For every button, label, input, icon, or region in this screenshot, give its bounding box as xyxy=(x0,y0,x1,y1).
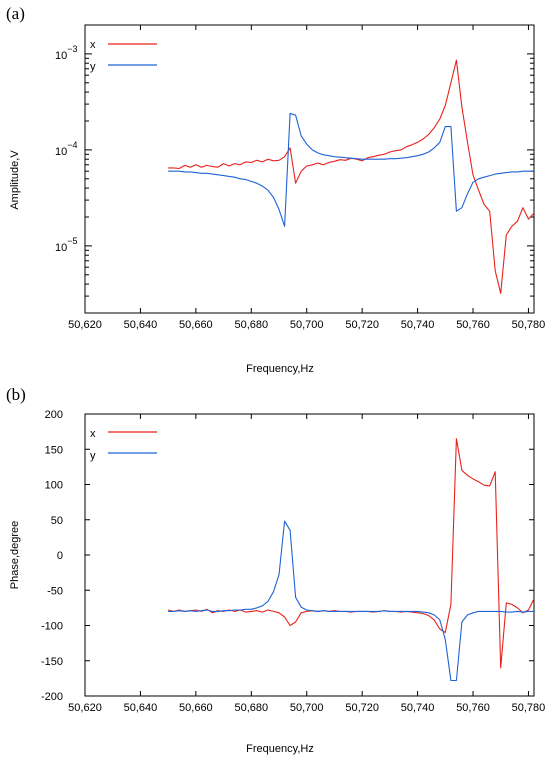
y-tick-base: 10 xyxy=(55,50,67,62)
x-tick-label: 50,700 xyxy=(290,702,324,714)
amplitude-x-axis-label: Frequency,Hz xyxy=(246,363,314,375)
x-tick-label: 50,620 xyxy=(68,702,102,714)
x-tick-label: 50,780 xyxy=(512,702,546,714)
y-tick-label: 150 xyxy=(45,444,63,456)
phase-series-x-line xyxy=(167,438,535,669)
x-tick-label: 50,720 xyxy=(345,702,379,714)
y-tick-label: -100 xyxy=(41,621,63,633)
x-tick-label: 50,720 xyxy=(345,319,379,331)
amplitude-y-axis-label: Amplitude,V xyxy=(9,150,21,210)
x-tick-label: 50,760 xyxy=(456,702,490,714)
x-tick-label: 50,740 xyxy=(401,319,435,331)
legend-y-label: y xyxy=(90,61,96,73)
x-tick-label: 50,640 xyxy=(124,319,158,331)
legend-x-label: x xyxy=(90,428,96,440)
x-tick-label: 50,640 xyxy=(124,702,158,714)
legend-x-label: x xyxy=(90,39,96,51)
y-tick-label: 10−4 xyxy=(55,140,78,158)
x-tick-label: 50,660 xyxy=(179,319,213,331)
panel-b-label: (b) xyxy=(6,385,26,404)
y-tick-label: 10−3 xyxy=(55,44,78,62)
phase-panel: (b) 50,620 50,640 50,660 50,680 50,700 50,720… xyxy=(6,385,545,755)
y-tick-label: -200 xyxy=(41,691,63,703)
x-tick-label: 50,760 xyxy=(456,319,490,331)
y-tick-label: 50 xyxy=(51,515,63,527)
y-tick-label: 100 xyxy=(45,480,63,492)
x-tick-label: 50,620 xyxy=(68,319,102,331)
phase-y-axis-label: Phase,degree xyxy=(9,521,21,590)
legend-y-label: y xyxy=(90,450,96,462)
y-tick-label: 10−5 xyxy=(55,236,78,254)
amplitude-series-y-line xyxy=(168,112,534,227)
panel-a-label: (a) xyxy=(6,4,25,23)
amplitude-series-x-line xyxy=(168,59,535,294)
phase-x-axis-label: Frequency,Hz xyxy=(246,743,314,755)
x-tick-label: 50,700 xyxy=(290,319,324,331)
y-tick-base: 10 xyxy=(55,242,67,254)
y-tick-label: 0 xyxy=(57,550,63,562)
phase-plot-frame xyxy=(84,413,535,697)
y-tick-label: 200 xyxy=(45,409,63,421)
y-tick-label: -50 xyxy=(47,585,63,597)
x-tick-label: 50,680 xyxy=(234,319,268,331)
x-tick-label: 50,780 xyxy=(512,319,546,331)
y-tick-exponent: −5 xyxy=(67,236,77,246)
x-tick-label: 50,660 xyxy=(179,702,213,714)
y-tick-exponent: −3 xyxy=(67,44,77,54)
amplitude-panel: (a) 50,620 50,640 50,660 50,680 50,700 50,720… xyxy=(6,4,545,375)
phase-series-y-line xyxy=(168,520,534,682)
y-tick-label: -150 xyxy=(41,656,63,668)
y-tick-exponent: −4 xyxy=(67,140,77,150)
amplitude-legend: x y xyxy=(90,39,157,73)
x-tick-label: 50,680 xyxy=(234,702,268,714)
x-tick-label: 50,740 xyxy=(401,702,435,714)
phase-legend: x y xyxy=(90,428,157,462)
y-tick-base: 10 xyxy=(55,146,67,158)
amplitude-plot-frame xyxy=(84,24,535,314)
